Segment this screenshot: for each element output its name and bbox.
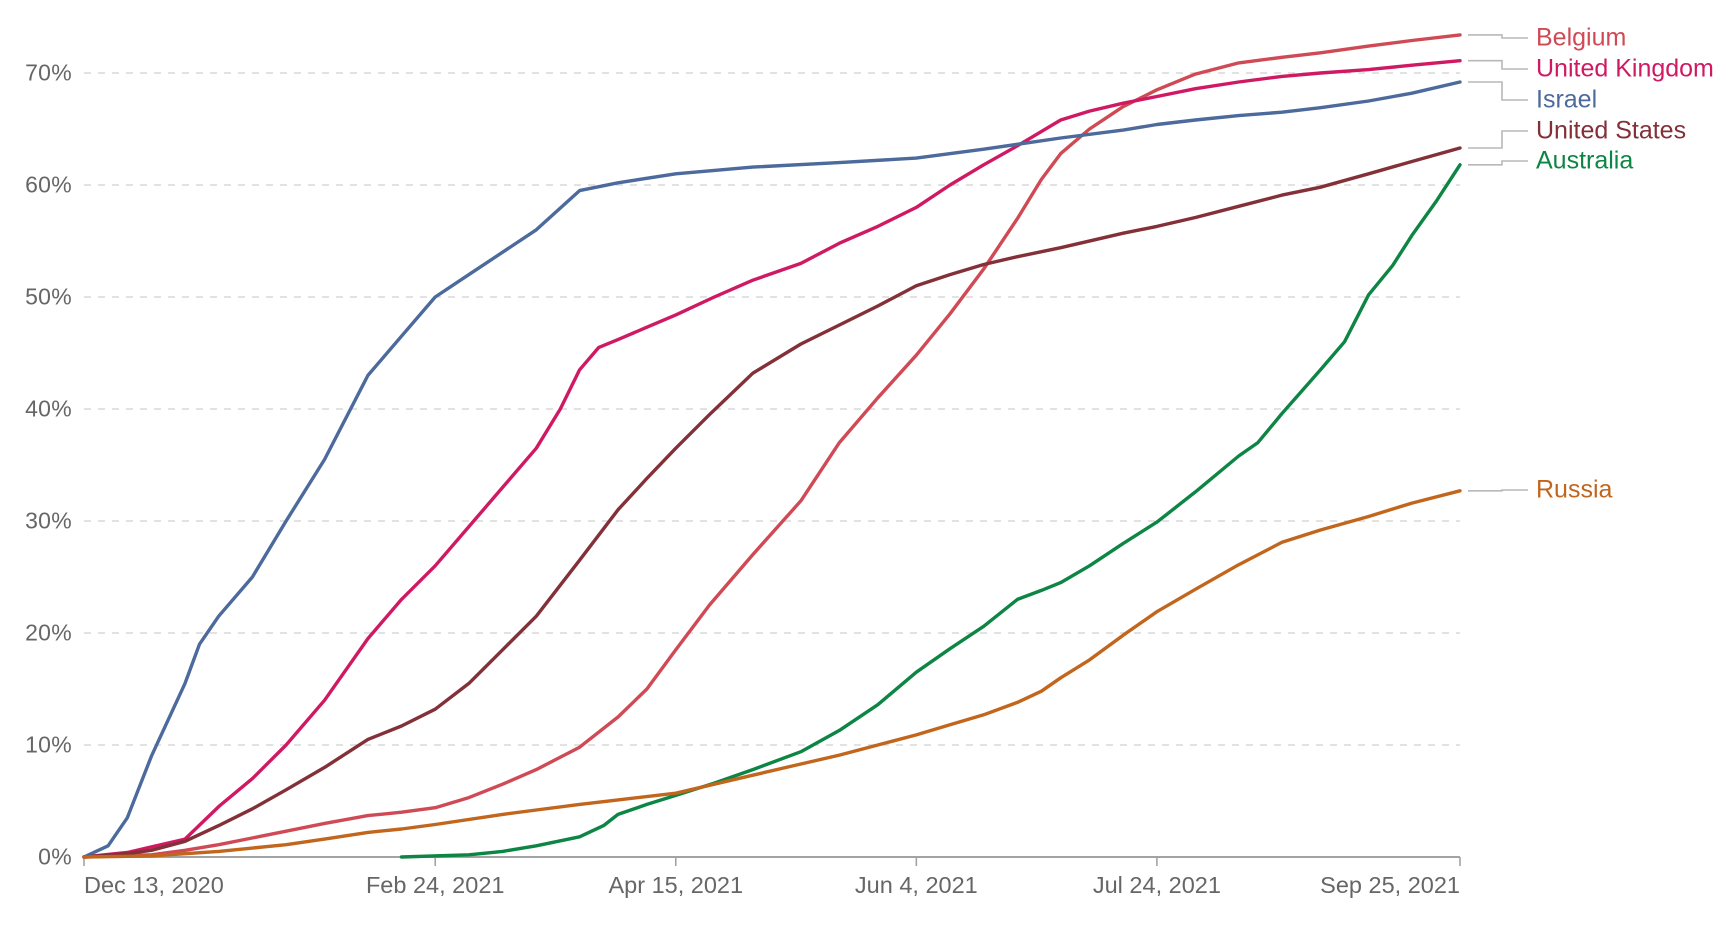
series-line-russia[interactable]: [82, 489, 1462, 859]
legend-label-russia[interactable]: Russia: [1536, 475, 1613, 504]
series-line-belgium[interactable]: [82, 33, 1462, 859]
series-lines: [82, 33, 1462, 859]
series-line-israel[interactable]: [82, 80, 1462, 859]
y-tick-label: 40%: [25, 395, 72, 422]
series-line-united-states[interactable]: [82, 146, 1462, 859]
leader-line-russia: [1468, 489, 1528, 492]
legend-label-israel[interactable]: Israel: [1536, 85, 1598, 114]
x-tick-label: Jul 24, 2021: [1092, 872, 1221, 898]
y-tick-label: 60%: [25, 171, 72, 198]
legend-label-australia[interactable]: Australia: [1536, 146, 1634, 175]
series-line-australia[interactable]: [399, 163, 1462, 859]
legend-leader-lines: [1468, 34, 1528, 492]
legend-label-belgium[interactable]: Belgium: [1536, 23, 1627, 52]
series-line-united-kingdom[interactable]: [82, 59, 1462, 859]
x-tick-label: Apr 15, 2021: [608, 872, 744, 898]
leader-line-australia: [1468, 160, 1528, 166]
leader-line-israel: [1468, 81, 1528, 101]
y-tick-label: 20%: [25, 619, 72, 646]
y-tick-label: 0%: [38, 843, 72, 870]
gridlines: [84, 72, 1460, 746]
x-tick-label: Jun 4, 2021: [854, 872, 978, 898]
leader-line-united-kingdom: [1468, 59, 1528, 70]
y-tick-label: 10%: [25, 731, 72, 758]
x-tick-label: Dec 13, 2020: [84, 872, 224, 898]
x-tick-label: Feb 24, 2021: [365, 872, 505, 898]
legend-label-united-kingdom[interactable]: United Kingdom: [1536, 54, 1714, 83]
leader-line-united-states: [1468, 130, 1528, 149]
y-tick-label: 50%: [25, 283, 72, 310]
y-tick-label: 30%: [25, 507, 72, 534]
legend-label-united-states[interactable]: United States: [1536, 116, 1687, 145]
x-axis: [83, 856, 1461, 866]
leader-line-belgium: [1468, 34, 1528, 39]
y-tick-label: 70%: [25, 59, 72, 86]
x-tick-label: Sep 25, 2021: [1320, 872, 1460, 898]
